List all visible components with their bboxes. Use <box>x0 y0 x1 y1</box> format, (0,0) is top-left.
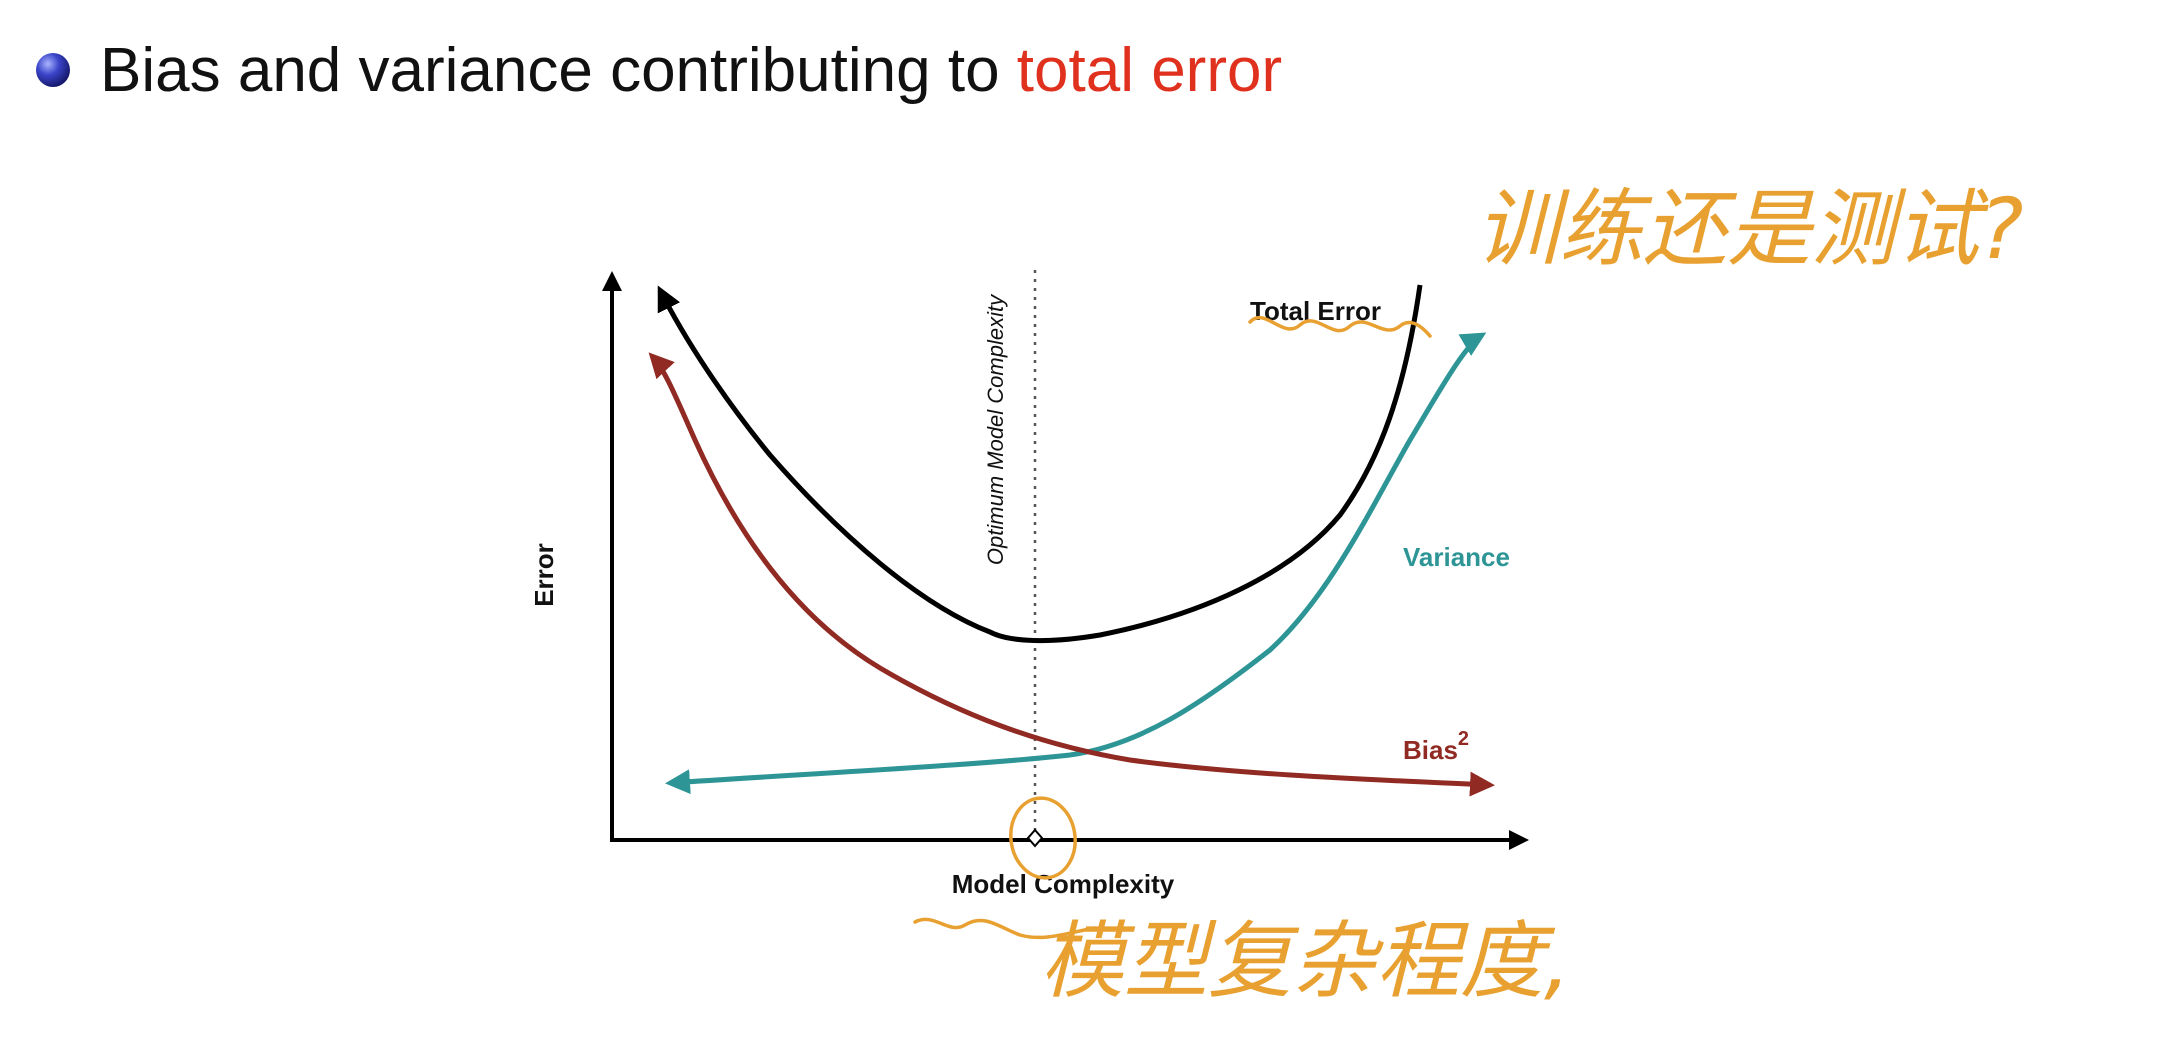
series-bias-line <box>648 352 1495 797</box>
optimum-circle <box>1009 796 1077 880</box>
x-axis-label: Model Complexity <box>952 869 1175 899</box>
optimum-label: Optimum Model Complexity <box>983 293 1008 565</box>
total-error-underline-squiggle <box>1248 315 1432 338</box>
y-axis-label: Error <box>529 543 559 607</box>
bias-label: Bias2 <box>1403 728 1469 765</box>
bullet-line: Bias and variance contributing to total … <box>36 30 1282 110</box>
variance-label: Variance <box>1403 542 1510 572</box>
slide-heading: Bias and variance contributing to total … <box>100 35 1282 106</box>
bullet-icon <box>36 53 70 87</box>
heading-highlight: total error <box>1016 35 1283 105</box>
bias-label-superscript: 2 <box>1458 728 1469 750</box>
series-variance-line <box>665 332 1487 795</box>
annotation-train-or-test: 训练还是测试? <box>1475 180 2024 278</box>
model-complexity-underline-squiggle <box>913 917 1097 940</box>
heading-text: Bias and variance contributing to <box>100 35 1000 105</box>
annotation-model-complexity: 模型复杂程度, <box>1040 912 1571 1010</box>
optimum-marker <box>1026 828 1044 848</box>
series-total-error-line <box>657 284 1423 644</box>
bias-label-base: Bias <box>1403 735 1458 765</box>
